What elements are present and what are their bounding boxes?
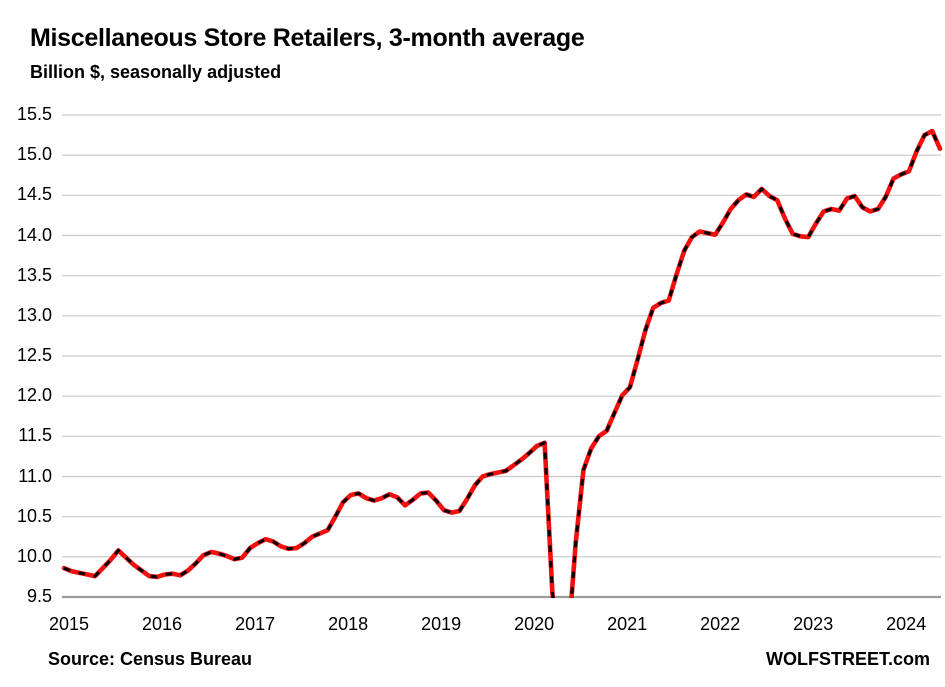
x-tick-label: 2016 bbox=[141, 614, 183, 634]
y-tick-label: 13.0 bbox=[16, 304, 52, 325]
x-tick-label: 2021 bbox=[607, 614, 648, 634]
x-tick-label: 2020 bbox=[514, 614, 555, 634]
y-tick-label: 15.0 bbox=[16, 144, 52, 165]
gridlines bbox=[62, 114, 941, 599]
y-tick-label: 13.5 bbox=[16, 264, 52, 285]
y-tick-label: 12.0 bbox=[16, 385, 52, 406]
x-tick-label: 2019 bbox=[421, 614, 462, 634]
x-tick-label: 2018 bbox=[328, 614, 369, 634]
y-tick-label: 10.5 bbox=[16, 505, 52, 526]
y-tick-label: 14.5 bbox=[16, 184, 52, 205]
source-note: Source: Census Bureau bbox=[48, 649, 253, 669]
y-tick-label: 14.0 bbox=[16, 224, 52, 245]
x-tick-label: 2024 bbox=[886, 614, 927, 634]
y-tick-label: 10.0 bbox=[16, 545, 52, 566]
chart-subtitle: Billion $, seasonally adjusted bbox=[30, 62, 282, 82]
y-tick-label: 15.5 bbox=[16, 104, 52, 124]
y-tick-label: 11.0 bbox=[18, 465, 52, 486]
wolfstreet-watermark: WOLFSTREET.com bbox=[765, 649, 930, 669]
x-tick-label: 2023 bbox=[793, 614, 834, 634]
chart-title: Miscellaneous Store Retailers, 3-month a… bbox=[30, 24, 585, 52]
data-series-miscellaneous-store-retailers bbox=[61, 128, 943, 598]
x-tick-label: 2022 bbox=[700, 614, 741, 634]
y-tick-label: 9.5 bbox=[26, 586, 52, 606]
series-line-black-dash-overlay bbox=[63, 129, 942, 598]
y-tick-label: 12.5 bbox=[16, 345, 52, 365]
x-tick-label: 2015 bbox=[48, 614, 90, 634]
x-tick-label: 2017 bbox=[235, 614, 276, 634]
y-tick-label: 11.5 bbox=[18, 425, 52, 446]
